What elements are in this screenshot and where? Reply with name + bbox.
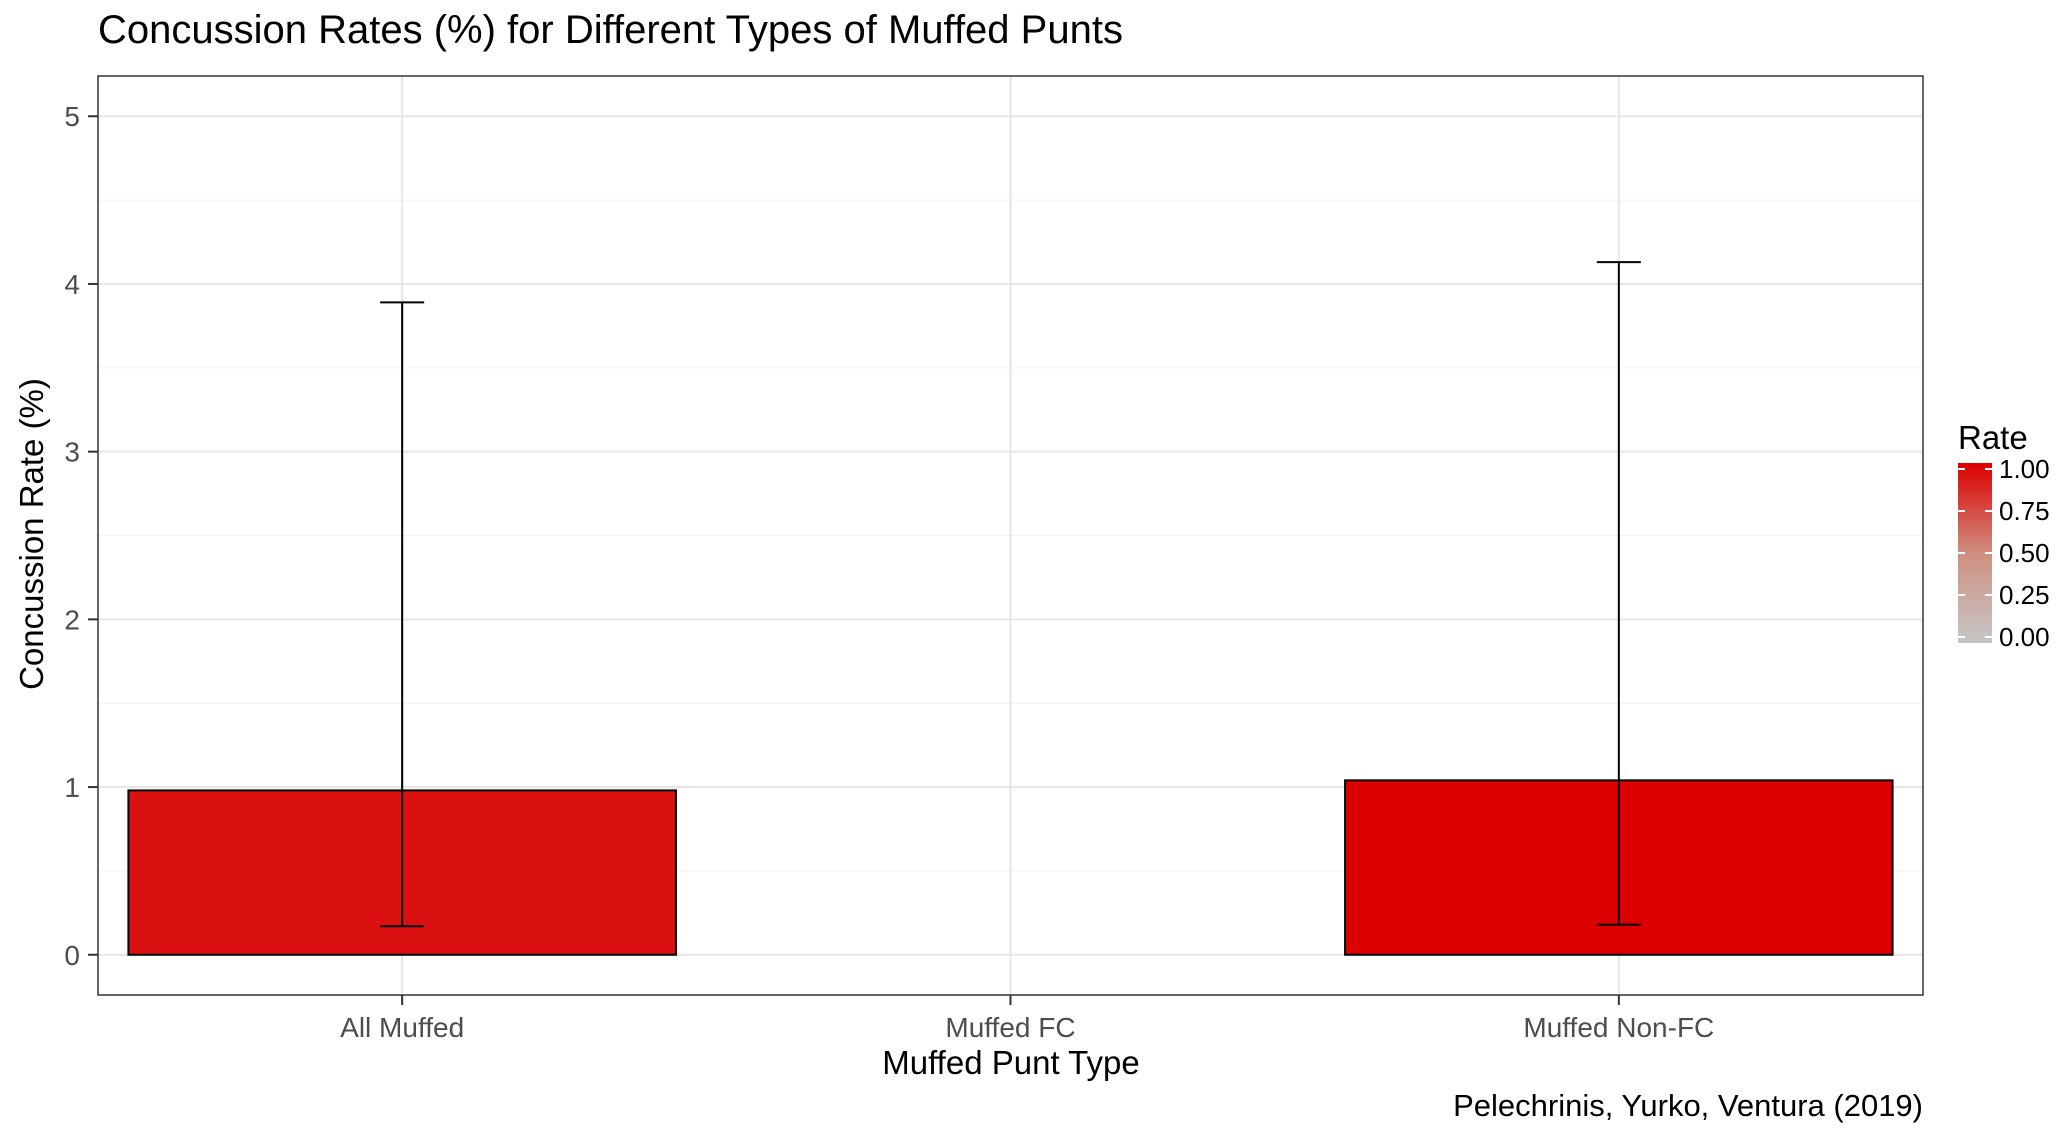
chart-title: Concussion Rates (%) for Different Types… bbox=[98, 8, 1123, 52]
legend-tick-mark bbox=[1958, 552, 1965, 554]
legend-tick-mark bbox=[1985, 510, 1992, 512]
x-tick-label: All Muffed bbox=[340, 1012, 464, 1043]
legend-tick-mark bbox=[1985, 636, 1992, 638]
legend-tick-label: 0.25 bbox=[1999, 580, 2050, 610]
y-tick-label: 3 bbox=[64, 437, 80, 468]
legend-tick-mark bbox=[1985, 468, 1992, 470]
y-tick-label: 1 bbox=[64, 772, 80, 803]
x-tick-label: Muffed Non-FC bbox=[1523, 1012, 1714, 1043]
legend-tick-mark bbox=[1958, 510, 1965, 512]
y-axis-label: Concussion Rate (%) bbox=[13, 378, 50, 690]
legend-tick-mark bbox=[1958, 468, 1965, 470]
y-tick-label: 4 bbox=[64, 269, 80, 300]
x-tick-label: Muffed FC bbox=[945, 1012, 1075, 1043]
legend-tick-label: 0.50 bbox=[1999, 538, 2050, 568]
axes: 0 1 2 3 4 5 All Muffed Muffed FC Muffed Non-FC bbox=[64, 101, 1714, 1043]
caption: Pelechrinis, Yurko, Ventura (2019) bbox=[1453, 1088, 1923, 1123]
x-axis-label: Muffed Punt Type bbox=[882, 1044, 1140, 1081]
legend-tick-mark bbox=[1985, 552, 1992, 554]
error-bars bbox=[380, 261, 1641, 928]
legend-tick-mark bbox=[1985, 594, 1992, 596]
y-tick-label: 5 bbox=[64, 101, 80, 132]
legend-tick-mark bbox=[1958, 636, 1965, 638]
y-tick-label: 2 bbox=[64, 604, 80, 635]
legend-tick-label: 0.00 bbox=[1999, 622, 2050, 652]
legend-title: Rate bbox=[1958, 419, 2028, 456]
legend-tick-label: 1.00 bbox=[1999, 454, 2050, 484]
y-tick-label: 0 bbox=[64, 940, 80, 971]
legend-tick-label: 0.75 bbox=[1999, 496, 2050, 526]
legend-tick-mark bbox=[1958, 594, 1965, 596]
